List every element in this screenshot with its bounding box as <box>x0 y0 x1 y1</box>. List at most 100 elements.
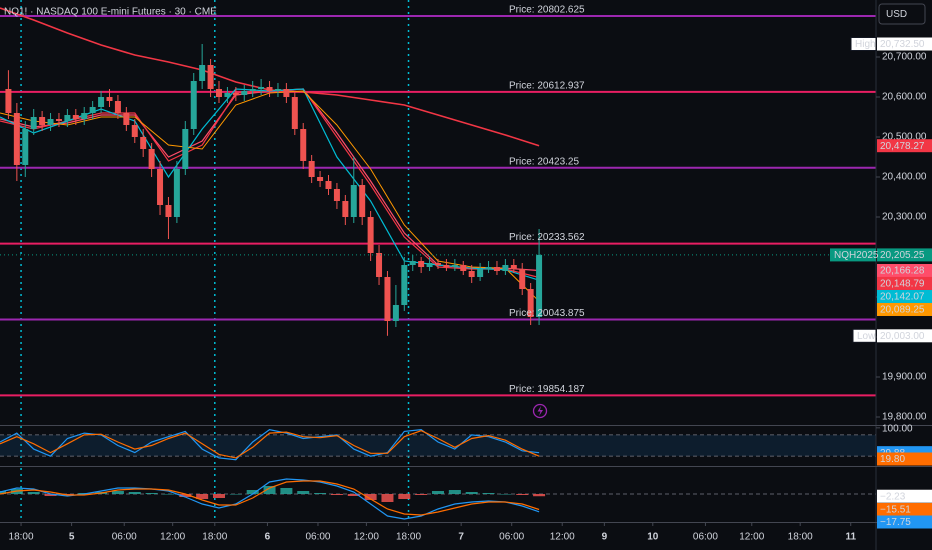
macd-histogram-bar <box>482 493 495 494</box>
price-badge-label: 20,166.28 <box>880 266 925 277</box>
chart-title: NQ1! · NASDAQ 100 E-mini Futures · 30 · … <box>4 7 217 18</box>
price-badge <box>877 515 932 529</box>
candle-body <box>266 87 273 91</box>
candle-body <box>98 97 105 107</box>
macd-histogram-bar <box>280 488 293 494</box>
macd-histogram-bar <box>533 494 546 497</box>
candle-body <box>114 101 121 113</box>
y-tick-label: 19,800.00 <box>882 412 927 423</box>
candle-body <box>333 189 340 201</box>
candle-body <box>274 89 281 91</box>
price-badge <box>877 289 932 303</box>
y-tick-label: 20,600.00 <box>882 92 927 103</box>
x-tick-label: 12:00 <box>354 532 379 543</box>
candle-body <box>22 129 29 165</box>
candle-body <box>216 89 222 97</box>
price-badge-label: 20,003.00 <box>880 331 925 342</box>
price-badge-label: 20,142.07 <box>880 292 925 303</box>
candle-body <box>392 305 399 321</box>
macd-histogram-bar <box>499 494 512 495</box>
macd-histogram-bar <box>398 494 411 499</box>
macd-histogram-bar <box>347 494 360 496</box>
macd-histogram-bar <box>314 493 327 494</box>
price-badge-label: −15.51 <box>880 505 911 516</box>
macd-histogram-bar <box>465 492 478 494</box>
macd-histogram-bar <box>246 490 259 494</box>
price-badge <box>877 248 932 262</box>
price-badge-label: −17.75 <box>880 517 911 528</box>
candle-body <box>283 89 290 97</box>
macd-histogram-bar <box>145 493 158 494</box>
x-tick-label: 10 <box>647 532 659 543</box>
x-tick-label: 5 <box>69 532 75 543</box>
candle-body <box>317 177 324 181</box>
x-tick-label: 18:00 <box>788 532 813 543</box>
candle-body <box>249 89 256 91</box>
macd-histogram-bar <box>297 491 310 494</box>
candle-body <box>502 265 509 271</box>
candle-body <box>13 113 20 165</box>
candle-body <box>64 115 71 121</box>
x-tick-label: 06:00 <box>499 532 524 543</box>
badge-tag <box>830 248 876 262</box>
candle-body <box>451 265 458 267</box>
x-tick-label: 18:00 <box>396 532 421 543</box>
currency: USD <box>886 9 907 20</box>
price-badge-label: 20,478.27 <box>880 141 925 152</box>
candle-body <box>477 269 484 277</box>
candle-body <box>232 93 239 95</box>
candle-body <box>182 129 189 169</box>
candle-body <box>106 97 113 101</box>
candle-body <box>418 261 425 267</box>
candle-body <box>140 137 147 149</box>
price-badge-label: −2.23 <box>880 491 906 502</box>
level-label: Price: 19854.187 <box>509 384 585 395</box>
price-badge <box>877 276 932 290</box>
candle-body <box>123 113 130 125</box>
x-tick-label: 11 <box>845 532 856 543</box>
macd-histogram-bar <box>0 491 6 494</box>
x-tick-label: 9 <box>602 532 608 543</box>
macd-histogram-bar <box>196 494 209 499</box>
price-badge-label: 20,089.25 <box>880 305 925 316</box>
price-badge <box>877 503 932 517</box>
candle-body <box>510 265 517 269</box>
candle-body <box>409 261 416 265</box>
macd-histogram-bar <box>448 490 461 494</box>
macd-histogram-bar <box>229 494 242 495</box>
candle-body <box>30 117 37 129</box>
candle-body <box>485 267 492 269</box>
main-pane: Price: 20802.625 Price: 20612.937 Price: 2… <box>0 0 876 522</box>
price-badge <box>877 37 932 51</box>
level-label: Price: 20612.937 <box>509 80 585 91</box>
x-tick-label: 7 <box>458 532 464 543</box>
y-tick-label: 20,400.00 <box>882 172 927 183</box>
candle-body <box>468 271 475 277</box>
badge-tag <box>850 37 877 51</box>
currency-box[interactable] <box>878 3 926 25</box>
candle-body <box>443 265 450 267</box>
price-badge-label: 20,205.25 <box>880 250 925 261</box>
macd-histogram-bar <box>432 491 444 494</box>
candle-body <box>519 269 526 289</box>
candle-body <box>359 185 366 217</box>
macd-histogram-bar <box>381 494 394 502</box>
macd-line <box>0 480 540 516</box>
level-label: Price: 20043.875 <box>509 308 585 319</box>
price-badge <box>877 302 932 316</box>
oscillator-line <box>0 430 540 459</box>
candle-body <box>207 65 214 89</box>
badge-tag-label: Low <box>857 331 876 342</box>
candle-body <box>350 185 357 217</box>
y-tick-label: 20,700.00 <box>882 52 927 63</box>
candle-body <box>376 253 383 277</box>
candle-body <box>39 117 46 125</box>
candle-body <box>300 129 307 161</box>
y-tick-label: 20,500.00 <box>882 132 927 143</box>
macd-histogram-bar <box>128 492 141 494</box>
x-tick-label: 12:00 <box>739 532 764 543</box>
price-badge <box>877 329 932 343</box>
candle-body <box>72 115 79 119</box>
